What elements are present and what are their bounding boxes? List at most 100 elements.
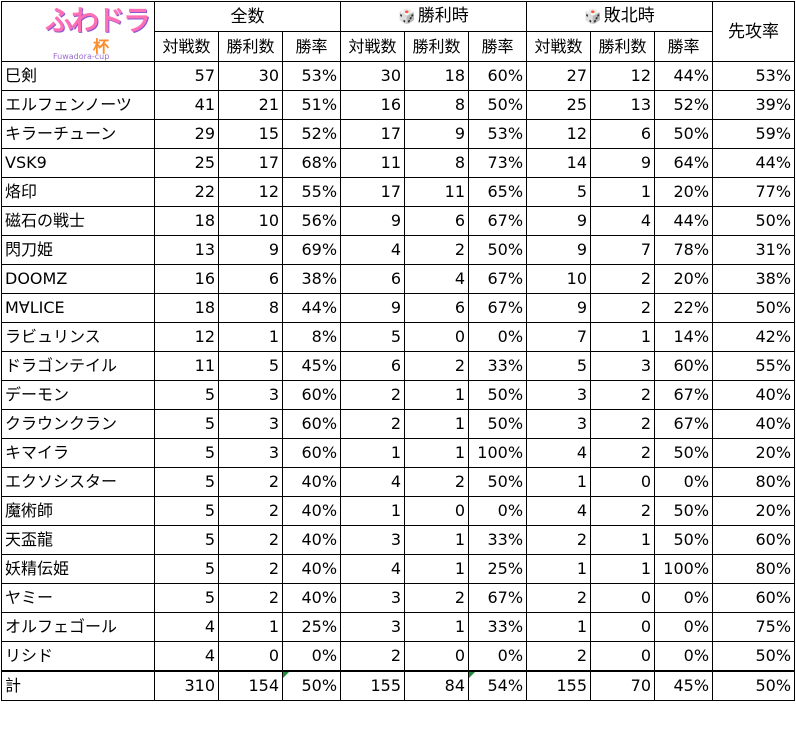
first-rate-cell: 55% <box>712 351 796 381</box>
win-wins-cell: 1 <box>404 409 470 439</box>
all-games-cell: 5 <box>154 380 219 410</box>
first-rate-cell: 59% <box>712 119 796 149</box>
lose-rate-cell: 0% <box>654 612 714 642</box>
all-games-cell: 5 <box>154 583 219 613</box>
all-rate-cell: 40% <box>281 554 342 584</box>
deck-name-cell: 閃刀姫 <box>1 235 155 265</box>
lose-rate-cell: 64% <box>654 148 714 178</box>
table-row: 烙印 22 12 55% 17 11 65% 5 1 20% 77% <box>1 177 796 207</box>
lose-rate-cell: 0% <box>654 641 714 672</box>
win-rate-cell: 0% <box>468 641 528 672</box>
subheader-games: 対戦数 <box>154 31 219 62</box>
first-rate-cell: 20% <box>712 496 796 526</box>
lose-games-cell: 5 <box>526 351 592 381</box>
lose-wins-cell: 13 <box>590 90 656 120</box>
lose-wins-cell: 2 <box>590 496 656 526</box>
subheader-games: 対戦数 <box>526 31 592 62</box>
win-games-cell: 3 <box>340 612 406 642</box>
lose-wins-cell: 7 <box>590 235 656 265</box>
win-games-cell: 2 <box>340 409 406 439</box>
win-rate-cell: 67% <box>468 583 528 613</box>
lose-rate-cell: 14% <box>654 322 714 352</box>
all-rate-cell: 40% <box>281 467 342 497</box>
lose-wins-cell: 2 <box>590 409 656 439</box>
table-row: デーモン 5 3 60% 2 1 50% 3 2 67% 40% <box>1 380 796 410</box>
lose-rate-cell: 0% <box>654 467 714 497</box>
win-games-cell: 1 <box>340 438 406 468</box>
lose-rate-cell: 50% <box>654 525 714 555</box>
all-games-cell: 5 <box>154 409 219 439</box>
lose-wins-cell: 0 <box>590 612 656 642</box>
all-wins-cell: 2 <box>218 554 283 584</box>
all-rate-cell: 38% <box>281 264 342 294</box>
deck-name-cell: クラウンクラン <box>1 409 155 439</box>
first-rate-cell: 80% <box>712 467 796 497</box>
event-logo: ふわドラ Fuwadora-cup 杯 <box>5 3 151 61</box>
all-wins-cell: 1 <box>218 612 283 642</box>
win-rate-cell: 50% <box>468 409 528 439</box>
deck-name-cell: リシド <box>1 641 155 672</box>
total-row: 計 310 154 50% 155 84 54% 155 70 45% 50% <box>1 670 796 701</box>
lose-wins-cell: 0 <box>590 583 656 613</box>
all-rate-cell: 40% <box>281 583 342 613</box>
win-wins-cell: 0 <box>404 496 470 526</box>
win-wins-cell: 2 <box>404 583 470 613</box>
all-games-cell: 22 <box>154 177 219 207</box>
all-games-cell: 29 <box>154 119 219 149</box>
lose-games-cell: 3 <box>526 409 592 439</box>
first-rate-cell: 31% <box>712 235 796 265</box>
subheader-rate: 勝率 <box>281 31 342 62</box>
table-row: 巳剣 57 30 53% 30 18 60% 27 12 44% 53% <box>1 61 796 91</box>
group-header-win: 🎲 勝利時 <box>340 1 528 32</box>
first-rate-cell: 60% <box>712 583 796 613</box>
lose-wins-cell: 2 <box>590 438 656 468</box>
win-wins-cell: 6 <box>404 206 470 236</box>
win-rate-cell: 50% <box>468 380 528 410</box>
win-rate-cell: 67% <box>468 293 528 323</box>
deck-name-cell: DOOMZ <box>1 264 155 294</box>
all-rate-cell: 8% <box>281 322 342 352</box>
win-games-cell: 9 <box>340 293 406 323</box>
deck-name-cell: M∀LICE <box>1 293 155 323</box>
win-rate-cell: 0% <box>468 496 528 526</box>
all-rate-cell: 0% <box>281 641 342 672</box>
lose-wins-cell: 4 <box>590 206 656 236</box>
group-header-first-rate: 先攻率 <box>712 1 796 62</box>
win-rate-cell: 67% <box>468 264 528 294</box>
logo-cell: ふわドラ Fuwadora-cup 杯 <box>1 1 155 62</box>
deck-name-cell: 巳剣 <box>1 61 155 91</box>
lose-rate-cell: 0% <box>654 583 714 613</box>
lose-games-cell: 5 <box>526 177 592 207</box>
all-wins-cell: 1 <box>218 322 283 352</box>
win-wins-cell: 4 <box>404 264 470 294</box>
win-games-cell: 2 <box>340 380 406 410</box>
win-rate-cell: 33% <box>468 612 528 642</box>
all-wins-cell: 2 <box>218 583 283 613</box>
all-games-cell: 5 <box>154 554 219 584</box>
all-games-cell: 25 <box>154 148 219 178</box>
all-games-cell: 57 <box>154 61 219 91</box>
lose-games-cell: 1 <box>526 612 592 642</box>
deck-name-cell: キラーチューン <box>1 119 155 149</box>
logo-badge: 杯 <box>93 36 110 56</box>
all-games-cell: 16 <box>154 264 219 294</box>
lose-games-cell: 155 <box>526 670 592 701</box>
deck-name-cell: 魔術師 <box>1 496 155 526</box>
all-rate-cell: 40% <box>281 496 342 526</box>
win-rate-cell: 50% <box>468 467 528 497</box>
lose-wins-cell: 1 <box>590 177 656 207</box>
table-row: 魔術師 5 2 40% 1 0 0% 4 2 50% 20% <box>1 496 796 526</box>
deck-name-cell: 妖精伝姫 <box>1 554 155 584</box>
lose-games-cell: 12 <box>526 119 592 149</box>
subheader-rate: 勝率 <box>468 31 528 62</box>
table-row: クラウンクラン 5 3 60% 2 1 50% 3 2 67% 40% <box>1 409 796 439</box>
all-wins-cell: 10 <box>218 206 283 236</box>
all-wins-cell: 8 <box>218 293 283 323</box>
first-rate-cell: 39% <box>712 90 796 120</box>
first-rate-cell: 20% <box>712 438 796 468</box>
group-header-lose: 🎲 敗北時 <box>526 1 714 32</box>
group-header-all: 全数 <box>153 1 342 32</box>
win-games-cell: 30 <box>340 61 406 91</box>
all-games-cell: 12 <box>154 322 219 352</box>
dice-icon: 🎲 <box>398 9 416 25</box>
